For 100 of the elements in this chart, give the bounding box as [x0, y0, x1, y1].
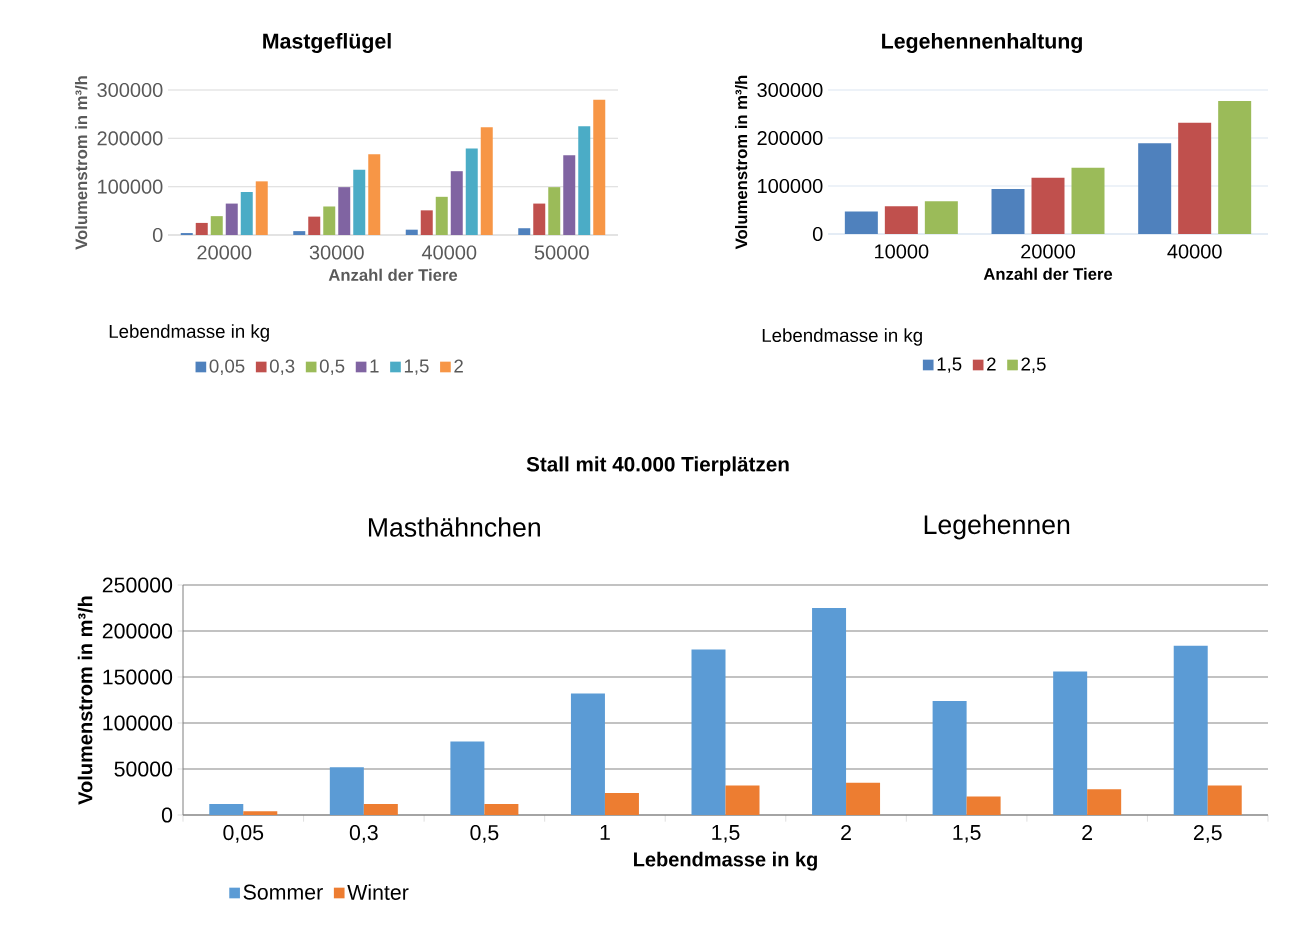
bar	[518, 228, 531, 235]
bar	[1138, 143, 1172, 234]
bar	[1173, 645, 1208, 815]
bar	[195, 222, 208, 235]
bar	[1053, 671, 1088, 815]
legend-title: Lebendmasse in kg	[109, 324, 269, 342]
bar	[570, 693, 605, 815]
x-axis-title: Anzahl der Tiere	[983, 267, 1113, 280]
bar	[465, 148, 478, 235]
bar	[884, 206, 918, 234]
bar	[293, 231, 306, 235]
y-tick-label: 0	[812, 226, 823, 242]
y-tick-label: 300000	[97, 82, 163, 98]
legend-label: 0,5	[319, 359, 345, 375]
x-tick-label: 2	[841, 825, 851, 840]
y-tick-label: 200000	[102, 623, 173, 639]
bar	[405, 229, 418, 235]
y-tick-label: 0	[152, 227, 163, 243]
x-tick-label: 40000	[421, 245, 477, 260]
y-axis-title: Volumenstrom in m³/h	[77, 596, 93, 805]
bar	[844, 211, 878, 234]
bar	[563, 155, 576, 235]
y-tick-label: 50000	[114, 761, 173, 777]
bar	[604, 792, 639, 815]
legend-label: 1,5	[404, 359, 429, 375]
bar	[812, 608, 847, 815]
legend-label: 0,05	[209, 359, 245, 375]
bar	[450, 741, 485, 815]
x-axis-title: Anzahl der Tiere	[328, 268, 458, 281]
bar	[1087, 789, 1122, 815]
bar	[240, 191, 253, 235]
y-tick-label: 200000	[757, 130, 823, 146]
bar	[1071, 167, 1105, 234]
legend-label: 2,5	[1021, 357, 1046, 373]
chart-title: Legehennenhaltung	[882, 33, 1082, 53]
bar	[323, 206, 336, 235]
legend-label: Winter	[347, 884, 409, 900]
bar	[338, 187, 351, 235]
x-tick-label: 10000	[875, 244, 929, 259]
bar	[1031, 177, 1065, 234]
x-tick-label: 50000	[534, 245, 589, 260]
bar	[353, 169, 366, 235]
bar	[368, 154, 381, 235]
y-tick-label: 300000	[757, 82, 823, 98]
legend-label: 0,3	[269, 359, 295, 375]
y-tick-label: 200000	[97, 131, 163, 146]
x-tick-label: 2,5	[1193, 825, 1222, 843]
x-tick-label: 20000	[197, 245, 252, 260]
legend-label: 2	[987, 357, 996, 371]
bar	[593, 99, 606, 235]
y-tick-label: 100000	[98, 179, 163, 194]
x-tick-label: 1	[600, 825, 610, 840]
bar	[991, 188, 1025, 234]
text: Masthähnchen	[368, 517, 540, 537]
bar	[578, 126, 591, 235]
bar	[725, 785, 760, 815]
bar	[435, 196, 448, 235]
y-tick-label: 100000	[758, 178, 823, 194]
chart-title: Mastgeflügel	[263, 33, 391, 53]
x-tick-label: 0,05	[223, 825, 264, 843]
x-tick-label: 30000	[309, 245, 364, 260]
x-axis-title: Lebendmasse in kg	[634, 851, 817, 871]
y-tick-label: 250000	[102, 577, 173, 593]
bar	[484, 803, 519, 815]
bar	[243, 811, 278, 815]
y-tick-label: 150000	[103, 669, 173, 685]
legend-label: 1,5	[937, 357, 962, 373]
y-tick-label: 100000	[103, 715, 173, 731]
x-tick-label: 20000	[1021, 244, 1076, 259]
x-tick-label: 1,5	[953, 825, 981, 843]
bar	[932, 700, 967, 815]
bar	[210, 216, 223, 235]
bar	[329, 767, 364, 815]
y-tick-label: 0	[161, 807, 173, 823]
bar	[846, 782, 881, 815]
bar	[966, 796, 1001, 815]
x-tick-label: 0,5	[470, 825, 499, 843]
bar	[420, 210, 433, 235]
text: Legehennen	[924, 514, 1070, 540]
x-tick-label: 0,3	[349, 825, 378, 843]
bar	[1207, 785, 1242, 815]
bar	[480, 127, 493, 235]
x-tick-label: 2	[1082, 825, 1093, 840]
bar	[533, 203, 546, 235]
bar	[691, 649, 726, 815]
y-axis-title: Volumenstrom in m³/h	[734, 75, 748, 250]
y-axis-title: Volumenstrom in m³/h	[74, 76, 88, 250]
bar	[209, 803, 244, 815]
bar	[1218, 101, 1252, 234]
legend-label: Sommer	[243, 884, 323, 900]
bar	[450, 171, 463, 235]
bar	[548, 187, 561, 235]
legend-label: 2	[454, 359, 463, 373]
legend-title: Lebendmasse in kg	[762, 328, 922, 346]
bar	[308, 216, 321, 235]
chart-title: Stall mit 40.000 Tierplätzen	[526, 456, 789, 476]
x-tick-label: 1,5	[712, 825, 740, 843]
x-tick-label: 40000	[1167, 244, 1222, 259]
bar	[1178, 122, 1212, 234]
bar	[924, 201, 958, 234]
